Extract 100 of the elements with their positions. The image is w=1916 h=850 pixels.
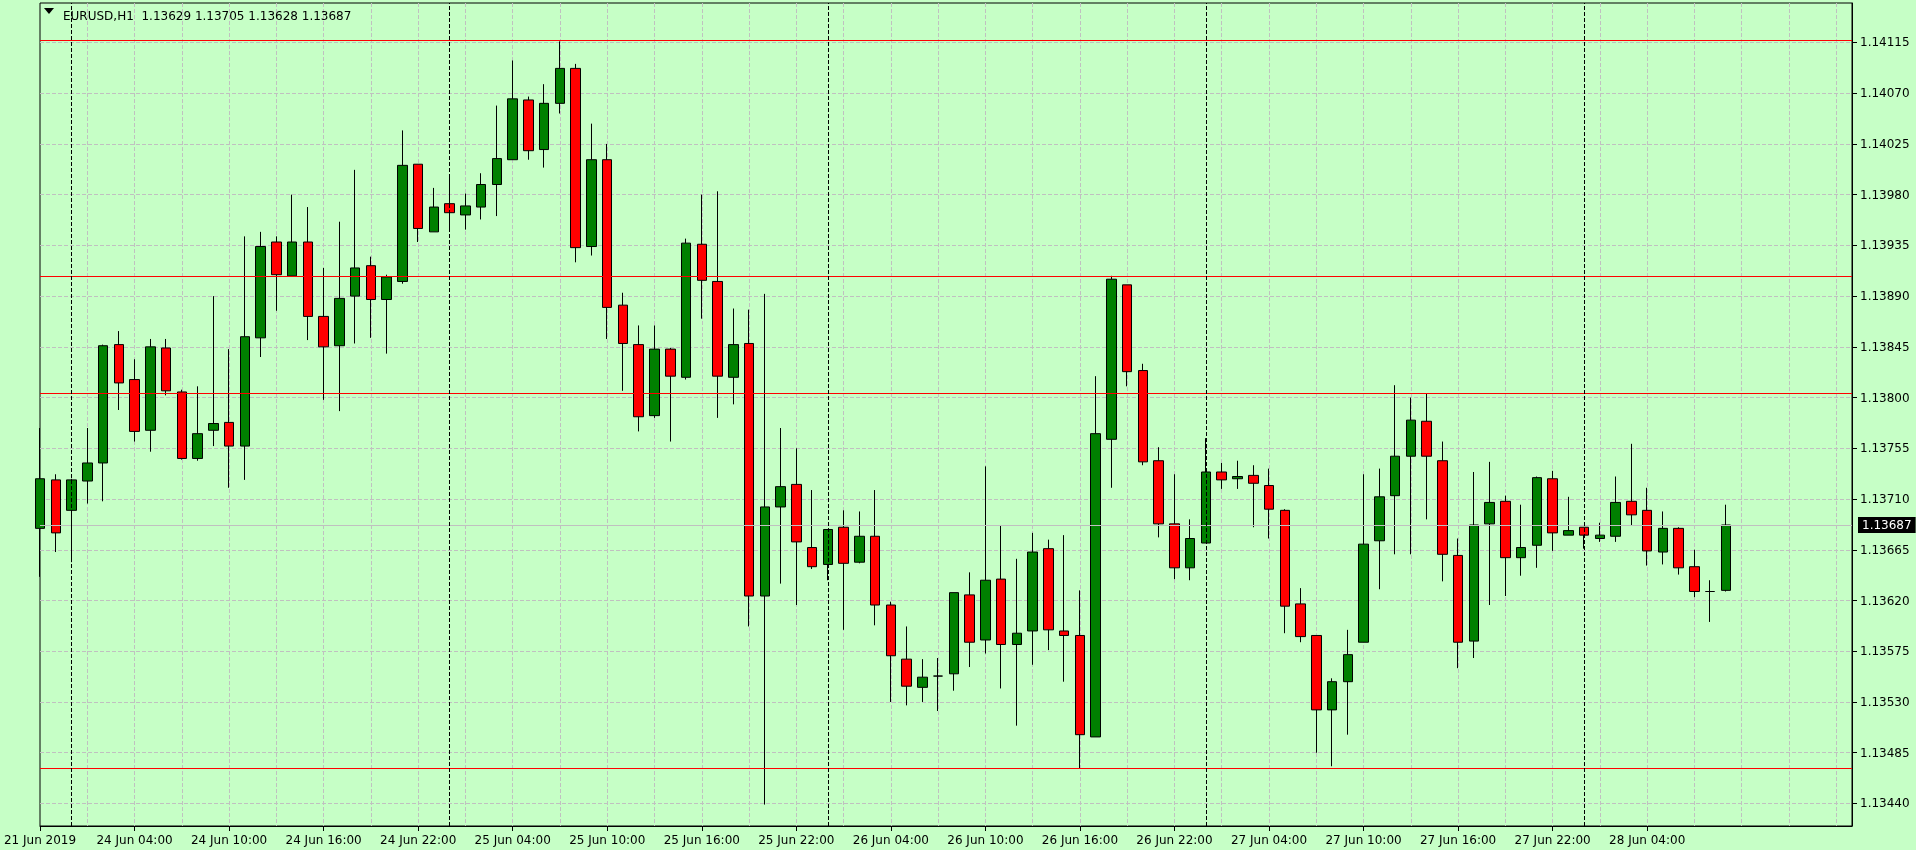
x-tick-label: 25 Jun 10:00 [569, 833, 646, 847]
candlestick [1658, 510, 1668, 565]
x-tick-label: 28 Jun 04:00 [1609, 833, 1686, 847]
candlestick [807, 489, 817, 570]
x-tick-label: 27 Jun 04:00 [1230, 833, 1308, 847]
candlestick [886, 601, 896, 703]
candlestick [1453, 538, 1463, 669]
candlestick [1437, 441, 1448, 582]
y-tick-label: 1.13485 [1860, 745, 1910, 760]
candlestick [492, 105, 502, 217]
candlestick [949, 592, 959, 692]
candlestick [397, 129, 408, 285]
candlestick [98, 344, 108, 502]
candlestick [1122, 284, 1132, 387]
candlestick [429, 187, 439, 233]
candlestick [255, 231, 266, 358]
candlestick [1358, 473, 1369, 643]
y-tick-label: 1.14115 [1860, 35, 1910, 50]
candlestick [933, 657, 943, 712]
candlestick [1059, 534, 1069, 683]
candlestick [240, 235, 250, 481]
y-tick-label: 1.13800 [1860, 390, 1910, 405]
y-tick-label: 1.13530 [1860, 694, 1910, 709]
candlestick [1705, 579, 1715, 623]
candlestick [1595, 522, 1605, 543]
x-tick-label: 24 Jun 04:00 [96, 833, 173, 847]
candlestick [413, 163, 423, 243]
x-tick-label: 25 Jun 04:00 [474, 833, 551, 847]
candlestick [82, 427, 93, 505]
x-tick-label: 27 Jun 16:00 [1419, 833, 1497, 847]
candlestick [1169, 473, 1180, 580]
candlestick [1689, 549, 1700, 598]
y-tick-label: 1.13755 [1860, 441, 1910, 456]
candlestick [1673, 526, 1684, 576]
candlestick [1484, 461, 1495, 606]
y-tick-label: 1.13890 [1860, 289, 1910, 304]
candlestick [1390, 384, 1400, 555]
candlestick [980, 465, 991, 655]
candlestick [476, 172, 486, 220]
x-tick-label: 26 Jun 16:00 [1041, 833, 1119, 847]
candlestick [1327, 677, 1337, 767]
candlestick [1532, 476, 1542, 569]
ref-line-label: 1.13687 [1862, 517, 1912, 532]
candlestick [570, 63, 581, 263]
candlestick [1012, 558, 1022, 727]
candlestick [1642, 487, 1652, 567]
candlestick [586, 123, 597, 257]
candlestick [1090, 375, 1101, 738]
candlestick [791, 447, 802, 606]
x-tick-label: 27 Jun 10:00 [1325, 833, 1402, 847]
candlestick [1106, 275, 1117, 489]
candlestick [1027, 532, 1038, 666]
candlestick [838, 509, 849, 631]
candlestick [523, 96, 534, 161]
candlestick [1185, 518, 1195, 581]
y-tick-label: 1.13620 [1860, 593, 1910, 608]
candlestick [1216, 462, 1227, 490]
x-tick-label: 21 Jun 2019 [3, 833, 77, 847]
x-tick-label: 26 Jun 04:00 [852, 833, 929, 847]
candlestick [350, 169, 360, 344]
x-tick-label: 25 Jun 22:00 [758, 833, 835, 847]
y-tick-label: 1.13710 [1860, 492, 1910, 507]
candlestick [1295, 587, 1306, 643]
x-tick-label: 27 Jun 22:00 [1514, 833, 1591, 847]
candlestick [287, 194, 297, 277]
candlestick [1721, 504, 1731, 592]
x-tick-label: 24 Jun 16:00 [285, 833, 362, 847]
candlestick [1500, 495, 1511, 597]
candlestick [539, 83, 549, 169]
text: EURUSD,H1 1.13629 1.13705 1.13628 1.13687 [63, 9, 352, 23]
y-tick-label: 1.13575 [1860, 644, 1910, 659]
candlestick [649, 324, 660, 419]
candlestick [381, 274, 392, 355]
y-tick-label: 1.13845 [1860, 339, 1910, 354]
x-tick-label: 24 Jun 22:00 [380, 833, 457, 847]
candlestick [208, 295, 219, 447]
candlestick [870, 489, 880, 626]
candlestick [1264, 468, 1274, 540]
candlestick [1626, 443, 1637, 526]
candlestick [681, 238, 691, 381]
candlestick [901, 625, 912, 706]
candlestick [1280, 508, 1290, 634]
candlestick [1469, 471, 1479, 659]
candlestick [1516, 504, 1526, 577]
candlestick [1343, 629, 1353, 736]
candlestick [1248, 464, 1259, 528]
candlestick [854, 510, 865, 564]
candlestick [460, 193, 471, 231]
candlestick [775, 427, 786, 585]
x-tick-label: 26 Jun 22:00 [1136, 833, 1213, 847]
candlestick [334, 221, 345, 412]
candlestick [1406, 397, 1416, 555]
y-tick-label: 1.13440 [1860, 796, 1910, 811]
x-tick-label: 26 Jun 10:00 [947, 833, 1024, 847]
candlestick [507, 60, 518, 161]
candlestick [1043, 539, 1054, 651]
y-tick-label: 1.14070 [1860, 86, 1910, 101]
candlestick [1610, 476, 1621, 543]
candlestick [964, 571, 975, 668]
candlestick [555, 40, 565, 114]
